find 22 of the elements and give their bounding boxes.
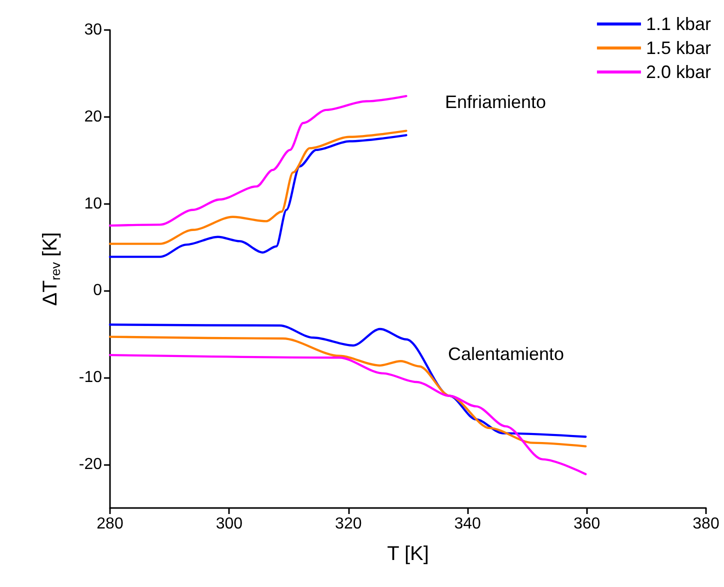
x-tick-label: 380 [692, 516, 720, 532]
x-tick-label: 280 [96, 516, 124, 532]
y-tick-label: 0 [93, 282, 102, 300]
y-tick-label: -20 [78, 456, 102, 474]
x-tick-label: 300 [216, 516, 243, 532]
legend-label: 1.5 kbar [646, 38, 712, 58]
line-series [108, 324, 587, 438]
y-axis-title: ΔTrev [K] [40, 232, 63, 306]
legend-label: 1.1 kbar [646, 14, 712, 34]
x-tick-label: 320 [335, 516, 362, 532]
y-tick-label: 20 [84, 108, 102, 126]
x-tick-label: 340 [454, 516, 482, 532]
line-series [108, 336, 587, 448]
y-tick-label: 10 [84, 195, 102, 212]
x-tick-label: 360 [573, 516, 600, 532]
legend-label: 2.0 kbar [646, 62, 712, 82]
x-axis-title: T [K] [387, 543, 429, 565]
line-series [108, 94, 408, 227]
annotation: Enfriamiento [445, 92, 546, 112]
annotation: Calentamiento [448, 344, 564, 364]
y-tick-label: 30 [84, 22, 102, 38]
y-tick-label: -10 [78, 369, 102, 386]
